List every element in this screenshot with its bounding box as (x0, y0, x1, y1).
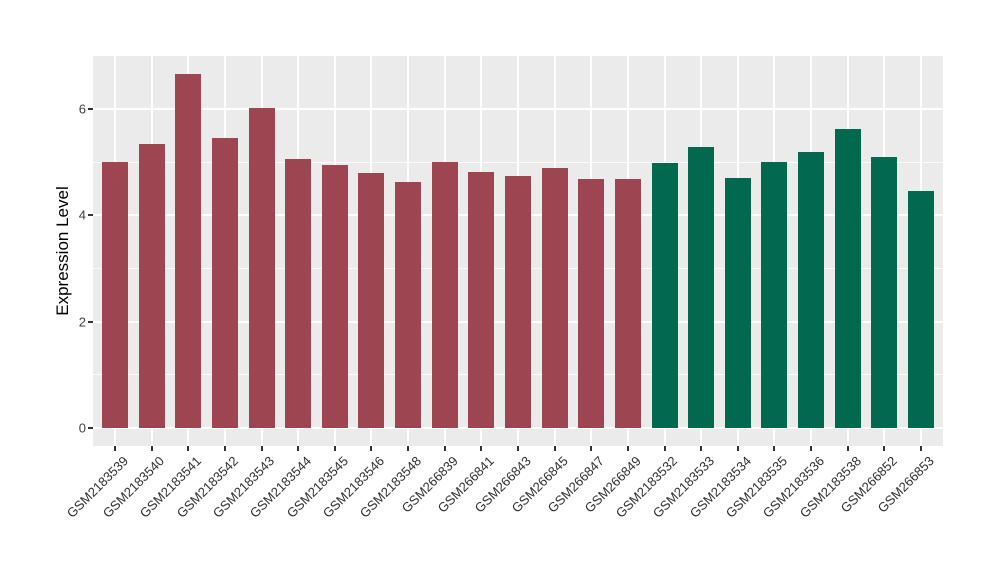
bar-GSM266853 (908, 190, 934, 428)
x-tick-mark-GSM2183541 (187, 446, 190, 451)
x-tick-mark-GSM266839 (443, 446, 446, 451)
x-tick-mark-GSM266843 (517, 446, 519, 451)
bar-GSM2183536 (798, 152, 825, 428)
plot-panel (93, 56, 943, 446)
x-tick-mark-GSM266847 (590, 446, 593, 451)
x-tick-mark-GSM266841 (480, 446, 483, 451)
bar-GSM2183545 (321, 165, 348, 428)
bar-GSM266847 (578, 178, 605, 428)
bar-GSM2183538 (834, 128, 861, 428)
y-tick-label-6: 6 (78, 101, 86, 117)
y-tick-mark-6 (88, 108, 93, 111)
x-tick-mark-GSM2183539 (114, 446, 116, 451)
y-tick-mark-2 (88, 320, 93, 323)
x-tick-mark-GSM2183532 (663, 446, 666, 451)
bar-GSM2183543 (248, 108, 275, 428)
x-tick-mark-GSM266845 (553, 446, 556, 451)
y-tick-label-2: 2 (78, 314, 86, 330)
y-tick-mark-4 (88, 214, 93, 217)
bar-GSM266843 (505, 176, 531, 428)
bar-GSM2183539 (102, 161, 128, 428)
bar-GSM2183542 (211, 137, 238, 428)
bar-GSM266849 (614, 179, 641, 428)
y-axis-title: Expression Level (53, 186, 72, 316)
x-tick-mark-GSM2183540 (150, 446, 153, 451)
x-tick-mark-GSM2183543 (260, 446, 263, 451)
x-tick-mark-GSM266852 (883, 446, 886, 451)
x-tick-mark-GSM266853 (920, 446, 922, 451)
bar-GSM2183548 (395, 181, 422, 428)
y-tick-mark-0 (88, 427, 93, 429)
bar-GSM2183532 (651, 163, 678, 428)
y-tick-label-0: 0 (78, 420, 86, 436)
bar-GSM266841 (468, 172, 495, 428)
x-tick-mark-GSM266849 (626, 446, 629, 451)
x-tick-mark-GSM2183546 (370, 446, 373, 451)
bar-GSM2183546 (358, 172, 385, 428)
x-tick-mark-GSM2183545 (333, 446, 336, 451)
x-tick-mark-GSM2183548 (407, 446, 410, 451)
bar-GSM2183534 (724, 178, 751, 428)
x-tick-mark-GSM2183535 (773, 446, 776, 451)
bar-GSM2183533 (688, 146, 715, 428)
x-tick-mark-GSM2183536 (810, 446, 813, 451)
x-tick-mark-GSM2183544 (297, 446, 300, 451)
bar-GSM2183540 (138, 143, 165, 428)
bar-GSM2183535 (761, 161, 788, 428)
x-tick-mark-GSM2183542 (223, 446, 226, 451)
y-tick-label-4: 4 (78, 207, 86, 223)
x-tick-mark-GSM2183538 (846, 446, 849, 451)
bar-GSM266839 (431, 162, 458, 428)
x-tick-mark-GSM2183533 (700, 446, 703, 451)
bar-GSM2183544 (285, 158, 312, 428)
x-tick-mark-GSM2183534 (736, 446, 739, 451)
bar-GSM266852 (871, 156, 898, 428)
bar-GSM2183541 (175, 74, 202, 428)
bar-GSM266845 (541, 168, 568, 428)
